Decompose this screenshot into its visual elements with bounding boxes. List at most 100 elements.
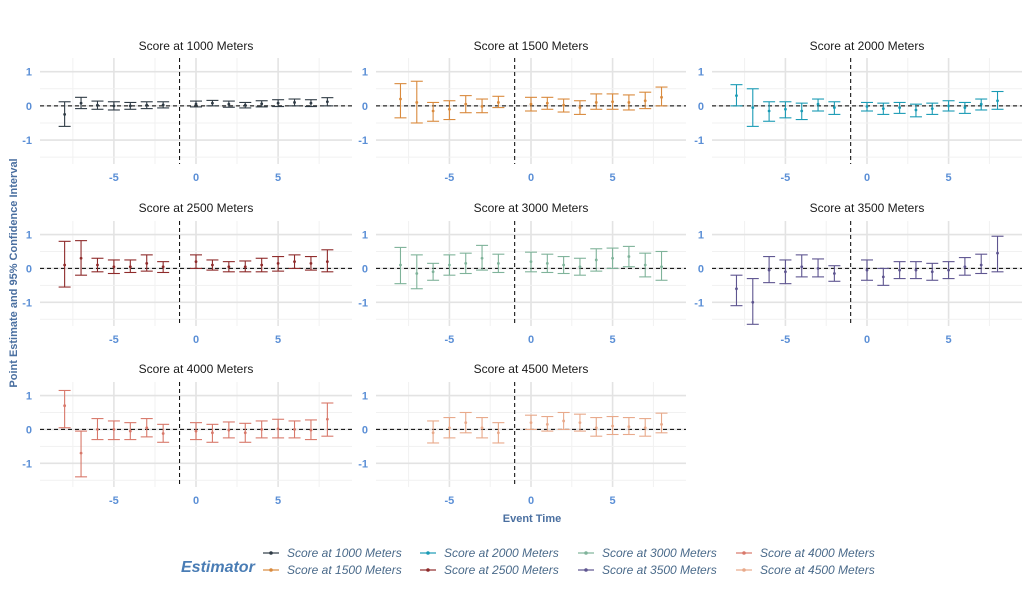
error-bar <box>58 389 71 429</box>
point-estimate <box>161 265 165 269</box>
panel-title: Score at 4500 Meters <box>474 362 589 376</box>
x-tick-label: 0 <box>193 495 199 507</box>
point-estimate <box>735 287 738 291</box>
x-tick-label: 0 <box>864 172 870 184</box>
y-axis-label: Point Estimate and 95% Confidence Interv… <box>8 158 20 387</box>
point-estimate <box>562 263 566 267</box>
point-estimate <box>611 256 614 260</box>
point-estimate <box>260 428 264 431</box>
point-estimate <box>627 255 631 258</box>
point-estimate <box>496 261 500 265</box>
point-estimate <box>128 429 132 433</box>
legend-label: Score at 1500 Meters <box>287 563 402 577</box>
point-estimate <box>865 105 869 108</box>
point-estimate <box>800 109 804 113</box>
point-estimate <box>112 104 116 108</box>
point-estimate <box>243 103 247 107</box>
point-estimate <box>128 104 132 108</box>
point-estimate <box>243 431 247 435</box>
y-tick-label: 0 <box>362 424 368 436</box>
point-estimate <box>96 263 99 267</box>
point-estimate <box>399 263 402 267</box>
point-estimate <box>562 419 566 423</box>
point-estimate <box>660 265 663 269</box>
legend-label: Score at 4500 Meters <box>760 563 875 577</box>
x-tick-label: -5 <box>109 172 119 184</box>
panel: Score at 4000 Meters -5 0 5 -1 0 1 <box>22 362 352 507</box>
x-tick-label: -5 <box>445 334 455 346</box>
point-estimate <box>529 260 533 264</box>
point-estimate <box>415 272 419 275</box>
x-tick-label: -5 <box>445 172 455 184</box>
point-estimate <box>611 424 614 428</box>
point-estimate <box>865 268 869 272</box>
legend-entry: Score at 2500 Meters <box>420 563 559 577</box>
point-estimate <box>767 109 771 113</box>
point-estimate <box>79 451 83 455</box>
panel: Score at 3500 Meters -5 0 5 -1 0 1 <box>694 201 1022 346</box>
y-tick-label: 0 <box>26 263 32 275</box>
point-estimate <box>161 103 165 107</box>
point-estimate <box>898 268 902 272</box>
point-estimate <box>145 103 149 107</box>
point-estimate <box>881 107 885 111</box>
y-tick-label: -1 <box>694 135 704 147</box>
y-tick-label: -1 <box>358 135 368 147</box>
point-estimate <box>594 426 598 430</box>
x-tick-label: 0 <box>528 172 534 184</box>
y-tick-label: 0 <box>698 263 704 275</box>
y-tick-label: 1 <box>362 67 368 79</box>
point-estimate <box>578 106 582 109</box>
legend-key-point <box>584 568 588 572</box>
point-estimate <box>947 104 950 108</box>
panel-title: Score at 2000 Meters <box>810 39 925 53</box>
y-tick-label: 1 <box>698 230 704 242</box>
legend-key-point <box>426 551 430 555</box>
point-estimate <box>643 426 647 430</box>
x-tick-label: 0 <box>528 495 534 507</box>
point-estimate <box>816 267 820 270</box>
point-estimate <box>227 265 231 269</box>
y-tick-label: 1 <box>26 391 32 403</box>
point-estimate <box>784 270 787 274</box>
point-estimate <box>898 106 902 109</box>
point-estimate <box>79 256 83 260</box>
legend-entry: Score at 3000 Meters <box>578 546 717 560</box>
panel-title: Score at 2500 Meters <box>139 201 254 215</box>
point-estimate <box>578 265 582 269</box>
point-estimate <box>480 426 484 430</box>
legend-label: Score at 2500 Meters <box>444 563 559 577</box>
y-tick-label: 1 <box>26 230 32 242</box>
point-estimate <box>63 113 67 116</box>
point-estimate <box>448 107 451 111</box>
point-estimate <box>194 429 198 433</box>
legend-entry: Score at 4500 Meters <box>736 563 875 577</box>
point-estimate <box>800 265 804 269</box>
point-estimate <box>415 101 419 104</box>
point-estimate <box>63 404 67 408</box>
point-estimate <box>309 428 313 432</box>
point-estimate <box>161 432 165 435</box>
x-tick-label: 5 <box>610 334 616 346</box>
point-estimate <box>293 101 296 104</box>
point-estimate <box>611 100 614 104</box>
legend: Estimator Score at 1000 Meters Score at 1… <box>181 546 875 577</box>
point-estimate <box>96 428 99 431</box>
x-tick-label: 5 <box>610 172 616 184</box>
point-estimate <box>963 265 967 269</box>
point-estimate <box>145 261 149 265</box>
x-tick-label: -5 <box>109 495 119 507</box>
point-estimate <box>643 99 647 103</box>
point-estimate <box>309 261 313 265</box>
legend-key-point <box>584 551 588 555</box>
x-tick-label: 0 <box>528 334 534 346</box>
point-estimate <box>399 97 402 101</box>
point-estimate <box>112 428 116 431</box>
y-tick-label: 0 <box>26 424 32 436</box>
panel-title: Score at 1500 Meters <box>474 39 589 53</box>
y-tick-label: 1 <box>26 67 32 79</box>
point-estimate <box>545 101 549 105</box>
panel-title: Score at 1000 Meters <box>139 39 254 53</box>
panel-title: Score at 4000 Meters <box>139 362 254 376</box>
point-estimate <box>545 422 549 426</box>
